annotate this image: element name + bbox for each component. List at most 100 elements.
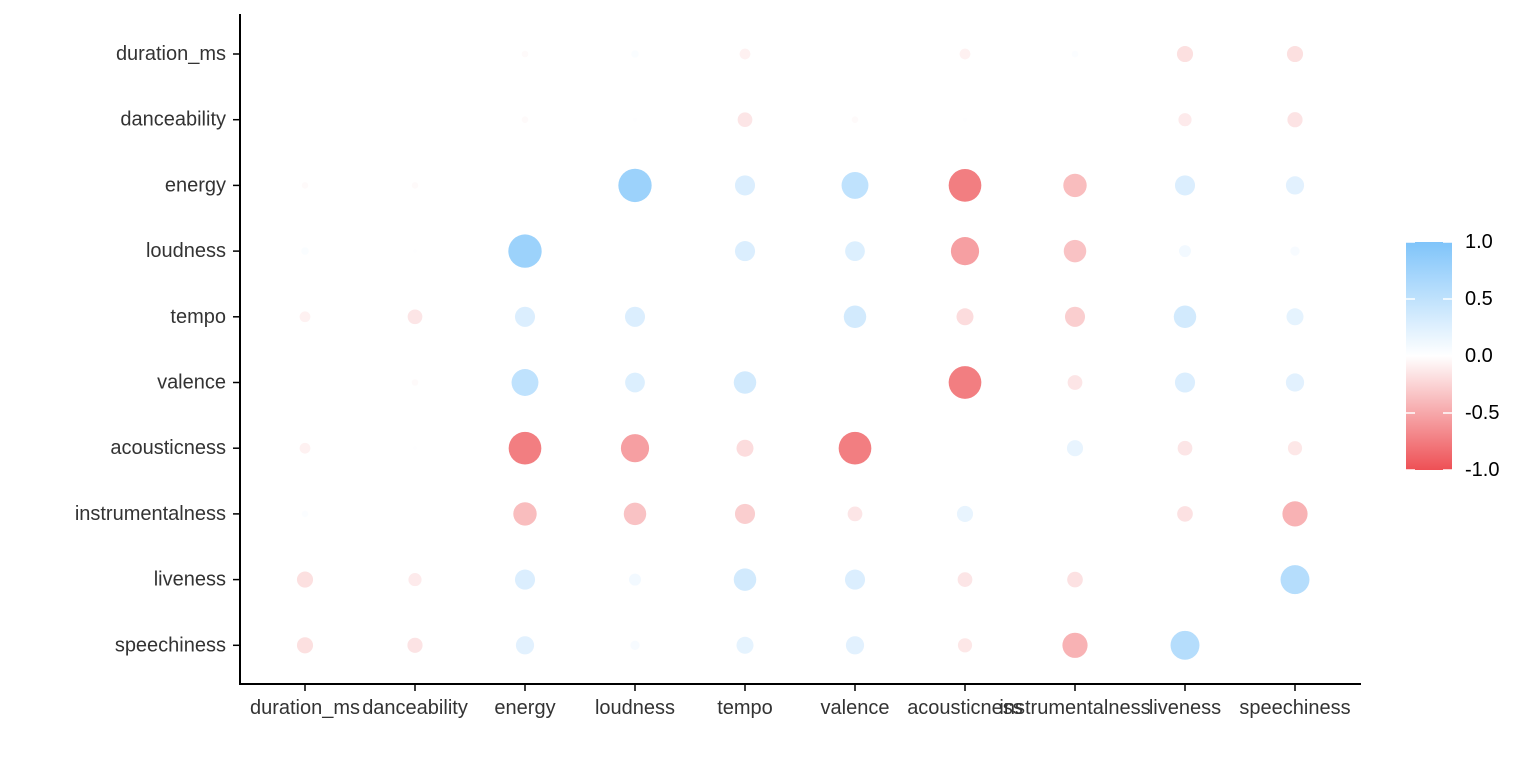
corr-dot-speechiness-tempo [736,636,754,654]
y-tick-label: danceability [120,109,226,131]
x-tick-label: instrumentalness [999,697,1150,719]
corr-dot-speechiness-valence [845,636,865,655]
corr-dot-loudness-speechiness [1290,246,1300,256]
corr-dot-danceability-energy [521,116,529,123]
corr-dot-loudness-valence [845,241,865,261]
legend-tick-label: -0.5 [1465,402,1499,424]
corr-dot-loudness-duration_ms [301,247,309,255]
corr-dot-instrumentalness-valence [847,506,863,522]
y-tick-label: energy [165,174,226,196]
corr-dot-valence-speechiness [1285,373,1305,392]
corr-dot-liveness-instrumentalness [1067,571,1083,588]
corr-dot-energy-tempo [734,175,756,196]
corr-dot-acousticness-energy [508,431,542,465]
corr-dot-loudness-energy [508,234,542,268]
corr-dot-valence-danceability [411,379,419,386]
corr-dot-valence-liveness [1174,372,1196,393]
corr-dot-duration_ms-energy [521,50,529,58]
legend-tick-label: 0.0 [1465,345,1493,367]
x-tick-label: acousticness [907,697,1023,719]
corr-dot-energy-acousticness [948,169,982,202]
corr-dot-liveness-loudness [628,573,642,586]
corr-dot-danceability-acousticness [963,117,967,122]
corr-dot-speechiness-energy [515,636,535,655]
corr-dot-acousticness-instrumentalness [1066,440,1084,457]
corr-dot-valence-duration_ms [303,381,307,384]
corr-dot-instrumentalness-liveness [1177,506,1193,522]
corr-dot-valence-instrumentalness [1067,375,1083,390]
corr-dot-speechiness-instrumentalness [1062,632,1088,658]
corr-dot-duration_ms-acousticness [959,48,971,60]
corr-dot-liveness-speechiness [1280,565,1310,595]
corr-dot-liveness-tempo [733,568,757,591]
corr-dot-energy-instrumentalness [1063,173,1087,198]
corr-dot-acousticness-liveness [1177,440,1193,456]
corr-dot-duration_ms-valence [853,52,857,56]
corr-dot-liveness-duration_ms [296,571,314,588]
corr-dot-instrumentalness-acousticness [956,505,974,522]
corr-dot-acousticness-duration_ms [299,442,311,454]
corr-dot-duration_ms-tempo [739,48,751,60]
corr-dot-acousticness-loudness [620,434,650,463]
corr-dot-duration_ms-speechiness [1286,45,1304,63]
corr-dot-tempo-instrumentalness [1064,306,1086,327]
corr-dot-valence-energy [511,369,539,396]
corr-dot-loudness-liveness [1178,245,1192,258]
corr-dot-speechiness-acousticness [957,638,973,653]
corr-dot-valence-tempo [733,371,757,394]
corr-dot-loudness-danceability [413,249,417,254]
corr-dot-tempo-duration_ms [299,311,311,323]
corr-dot-tempo-energy [514,306,536,327]
corr-dot-danceability-loudness [633,117,637,122]
color-legend: 1.0 0.5 0.0 -0.5 -1.0 [1406,231,1499,481]
corr-dot-instrumentalness-danceability [413,512,417,516]
corr-dot-energy-liveness [1174,175,1196,196]
corr-dot-acousticness-danceability [413,446,417,451]
x-tick-label: valence [821,697,890,719]
corr-dot-duration_ms-liveness [1176,45,1194,63]
corr-dot-valence-acousticness [948,366,982,399]
dot-layer [296,45,1310,660]
corr-dot-danceability-tempo [737,112,753,128]
corr-dot-danceability-instrumentalness [1073,118,1077,122]
corr-dot-instrumentalness-speechiness [1282,501,1308,527]
corr-dot-duration_ms-danceability [413,52,417,56]
y-tick-label: tempo [170,306,226,328]
corr-dot-tempo-liveness [1173,305,1197,329]
legend-tick-label: 1.0 [1465,231,1493,253]
x-tick-label: tempo [717,697,773,719]
y-tick-label: valence [157,372,226,394]
corr-dot-loudness-acousticness [950,237,980,266]
y-tick-label: loudness [146,240,226,262]
y-tick-label: liveness [154,569,226,591]
corr-dot-acousticness-valence [838,431,872,465]
corr-dot-danceability-liveness [1178,113,1192,127]
corr-dot-tempo-acousticness [956,308,974,326]
corr-dot-tempo-danceability [407,309,423,325]
corr-dot-energy-speechiness [1285,176,1305,195]
corr-dot-acousticness-speechiness [1287,441,1303,456]
x-tick-label: duration_ms [250,697,360,719]
corr-dot-danceability-valence [851,116,859,123]
corr-dot-liveness-energy [514,569,536,590]
x-tick-label: speechiness [1239,697,1350,719]
corr-dot-energy-valence [841,171,869,199]
corr-dot-duration_ms-instrumentalness [1071,50,1079,58]
axes-layer [239,14,1361,685]
corr-dot-loudness-tempo [734,241,756,262]
x-tick-label: danceability [362,697,468,719]
corr-dot-loudness-instrumentalness [1063,239,1087,263]
corr-dot-speechiness-loudness [630,640,640,650]
corr-dot-liveness-valence [844,569,866,590]
corr-dot-danceability-speechiness [1287,112,1303,128]
corr-dot-duration_ms-loudness [631,50,639,58]
legend-tick-label: 0.5 [1465,288,1493,310]
x-tick-label: loudness [595,697,675,719]
corr-dot-acousticness-tempo [736,439,754,457]
corr-dot-instrumentalness-loudness [623,502,647,526]
corr-dot-tempo-valence [843,305,867,329]
corr-dot-energy-duration_ms [301,182,309,189]
corr-dot-valence-loudness [625,372,645,393]
corr-dot-instrumentalness-duration_ms [301,510,309,518]
